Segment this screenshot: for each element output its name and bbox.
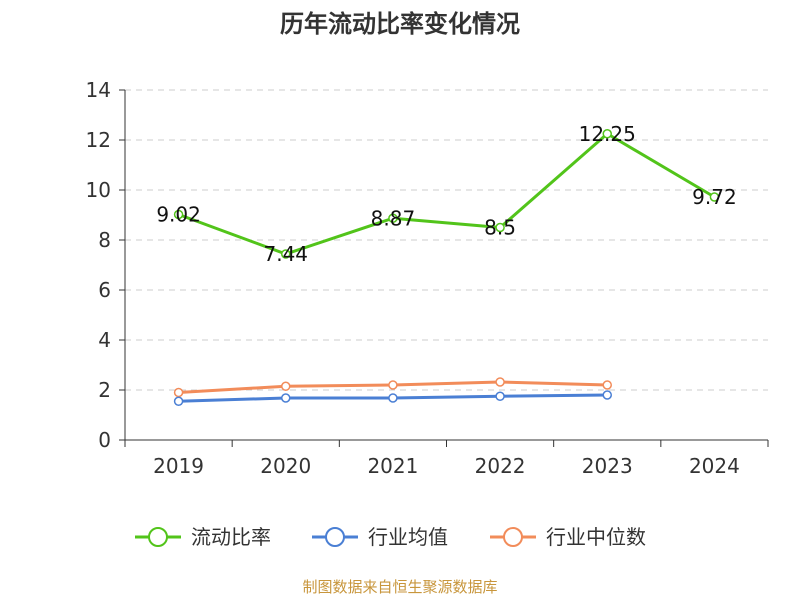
- data-label: 12.25: [579, 122, 636, 146]
- data-point: [709, 192, 720, 202]
- data-label: 8.87: [371, 206, 416, 230]
- legend-label: 流动比率: [191, 525, 271, 549]
- legend-label: 行业中位数: [546, 525, 646, 549]
- data-point: [173, 209, 184, 220]
- data-point: [602, 129, 612, 139]
- data-labels: 9.02 7.44 8.87 8.5 12.25 9.72: [156, 122, 736, 266]
- data-point: [388, 213, 398, 223]
- series-line-流动比率: [178, 132, 716, 256]
- y-tick-label: 14: [86, 78, 111, 102]
- x-tick-label: 2019: [153, 454, 204, 478]
- legend-marker: [503, 527, 523, 547]
- y-tick-label: 4: [98, 328, 111, 352]
- series-group: [173, 129, 720, 406]
- x-tick-label: 2023: [582, 454, 633, 478]
- data-point: [388, 393, 398, 403]
- source-note: 制图数据来自恒生聚源数据库: [302, 578, 497, 596]
- data-point: [173, 387, 184, 398]
- data-label: 9.72: [692, 185, 737, 209]
- axes: 0 2 4 6 8 10 12 14 2019 2020 2021 2022 2023 2024: [86, 78, 769, 478]
- y-tick-label: 8: [98, 228, 111, 252]
- data-point: [495, 391, 505, 401]
- data-point: [281, 381, 291, 391]
- data-point: [602, 380, 612, 390]
- gridlines: [125, 89, 768, 391]
- data-point: [495, 222, 505, 233]
- data-point: [281, 249, 291, 259]
- legend-label: 行业均值: [368, 525, 448, 549]
- x-tick-label: 2020: [260, 454, 311, 478]
- data-label: 7.44: [263, 242, 308, 266]
- y-tick-label: 0: [98, 428, 111, 452]
- legend-marker: [325, 527, 345, 547]
- data-point: [281, 393, 291, 403]
- data-label: 8.5: [484, 216, 516, 240]
- data-point: [173, 396, 184, 406]
- x-tick-label: 2021: [367, 454, 418, 478]
- data-label: 9.02: [156, 203, 201, 227]
- data-point: [388, 380, 398, 390]
- x-tick-label: 2024: [689, 454, 740, 478]
- y-tick-label: 6: [98, 278, 111, 302]
- y-tick-label: 12: [86, 128, 111, 152]
- y-tick-label: 2: [98, 378, 111, 402]
- chart-title: 历年流动比率变化情况: [280, 10, 520, 38]
- x-tick-label: 2022: [475, 454, 526, 478]
- legend: 流动比率 行业均值 行业中位数: [135, 525, 646, 549]
- y-tick-label: 10: [86, 178, 111, 202]
- legend-marker: [148, 527, 168, 547]
- data-point: [602, 390, 612, 400]
- data-point: [495, 377, 505, 387]
